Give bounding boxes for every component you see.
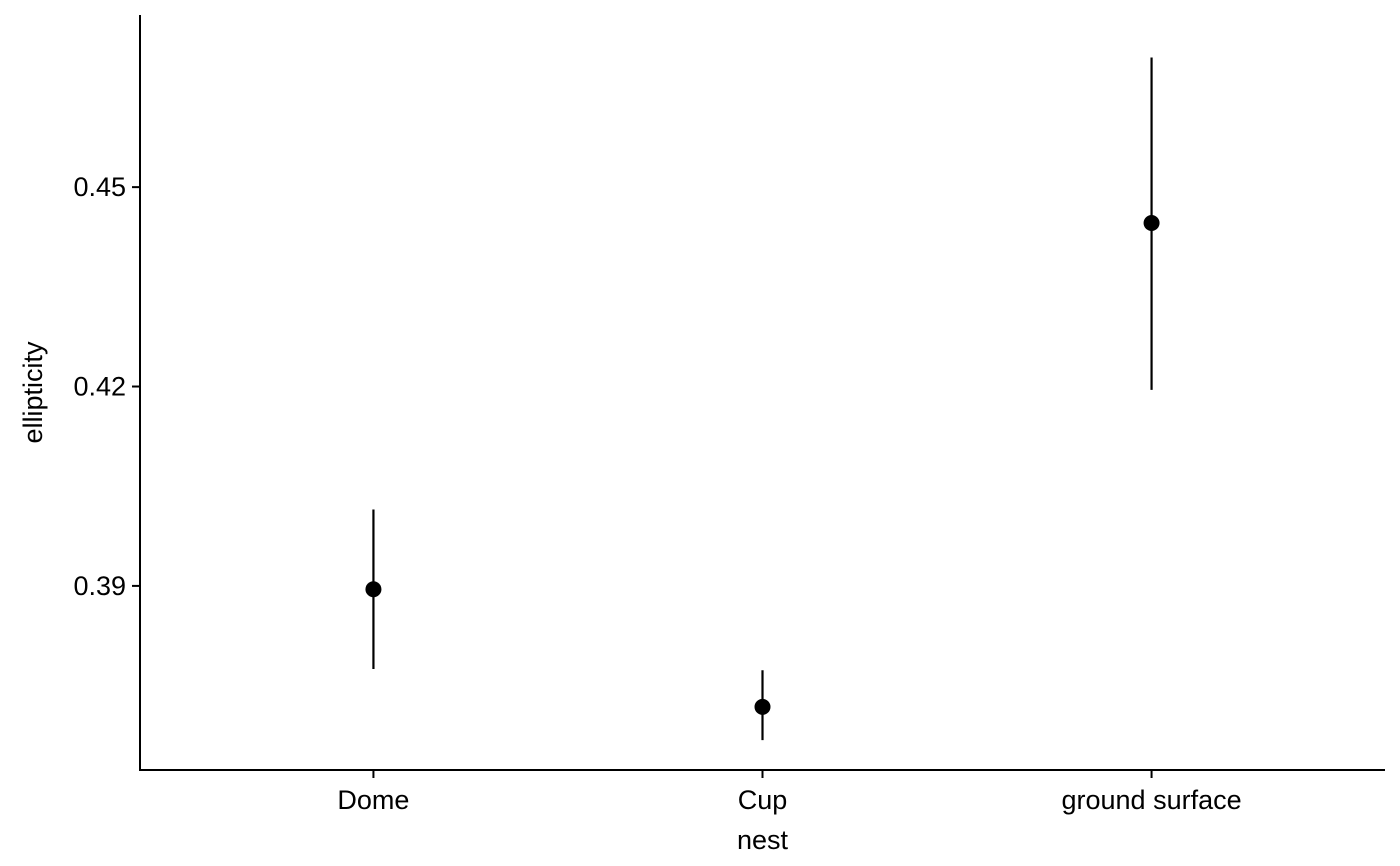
data-marks — [365, 57, 1160, 741]
x-axis-title: nest — [737, 825, 789, 855]
x-ticks: Dome Cup ground surface — [337, 770, 1242, 815]
x-tick-label: Cup — [738, 785, 788, 815]
data-point — [1143, 215, 1160, 232]
y-axis: 0.39 0.42 0.45 — [73, 15, 141, 770]
y-ticks: 0.39 0.42 0.45 — [73, 172, 140, 601]
y-tick-label: 0.45 — [73, 172, 126, 202]
y-axis-title: ellipticity — [18, 341, 48, 444]
data-point — [365, 581, 382, 598]
x-tick-label: ground surface — [1062, 785, 1242, 815]
x-axis: Dome Cup ground surface — [139, 769, 1385, 815]
y-tick-label: 0.39 — [73, 571, 126, 601]
x-tick-label: Dome — [337, 785, 409, 815]
y-tick-label: 0.42 — [73, 372, 126, 402]
data-point — [754, 698, 771, 715]
